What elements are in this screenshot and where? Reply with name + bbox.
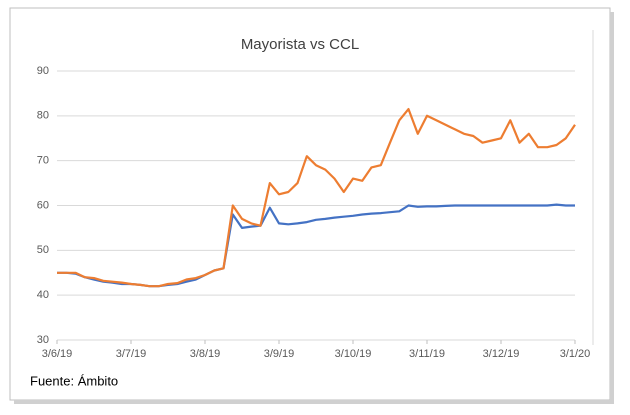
y-tick-label: 90 (37, 65, 49, 77)
y-tick-label: 50 (37, 244, 49, 256)
x-tick-label: 3/12/19 (483, 348, 520, 360)
chart-title: Mayorista vs CCL (241, 36, 359, 53)
x-tick-label: 3/1/20 (560, 348, 591, 360)
x-tick-label: 3/7/19 (116, 348, 147, 360)
frame-shadow (610, 12, 614, 404)
x-tick-label: 3/11/19 (409, 348, 445, 360)
frame-shadow (14, 400, 614, 404)
y-tick-label: 60 (37, 199, 49, 211)
chart-frame (9, 7, 611, 401)
series-line (57, 108, 576, 288)
x-tick-label: 3/10/19 (335, 348, 372, 360)
y-tick-label: 80 (37, 110, 49, 122)
y-tick-label: 70 (37, 155, 49, 167)
x-tick-label: 3/6/19 (42, 348, 73, 360)
x-tick-label: 3/9/19 (264, 348, 295, 360)
source-note: Fuente: Ámbito (30, 373, 118, 388)
y-tick-label: 30 (37, 334, 49, 346)
y-tick-label: 40 (37, 289, 49, 301)
x-tick-label: 3/8/19 (190, 348, 221, 360)
